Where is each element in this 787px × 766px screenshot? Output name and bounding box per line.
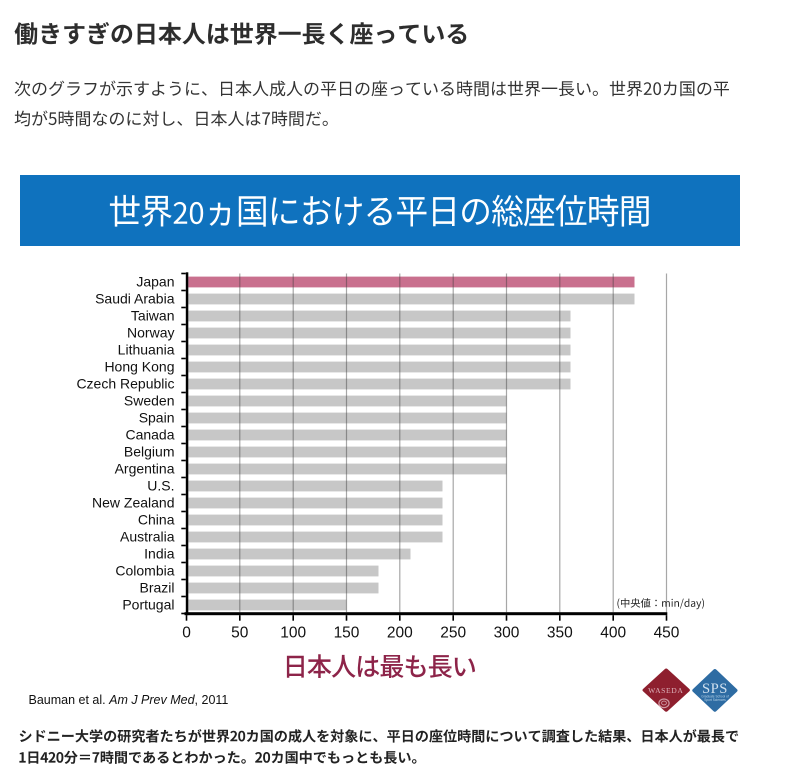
svg-text:SPS: SPS: [702, 681, 728, 697]
svg-text:Hong Kong: Hong Kong: [104, 359, 174, 375]
svg-text:U.S.: U.S.: [147, 478, 174, 494]
svg-text:150: 150: [334, 625, 360, 642]
svg-text:China: China: [138, 512, 175, 528]
svg-text:200: 200: [387, 625, 413, 642]
svg-text:Portugal: Portugal: [122, 597, 174, 613]
svg-text:Graduate School of: Graduate School of: [701, 695, 729, 699]
svg-text:Lithuania: Lithuania: [118, 342, 175, 358]
svg-text:100: 100: [280, 625, 306, 642]
svg-text:350: 350: [547, 625, 573, 642]
svg-text:New Zealand: New Zealand: [92, 495, 175, 511]
svg-text:Spain: Spain: [139, 410, 175, 426]
svg-text:Bauman et al. Am J Prev Med, 2: Bauman et al. Am J Prev Med, 2011: [29, 693, 229, 707]
svg-text:Australia: Australia: [120, 529, 175, 545]
svg-text:Colombia: Colombia: [115, 563, 174, 579]
svg-text:India: India: [144, 546, 175, 562]
svg-text:Czech Republic: Czech Republic: [76, 376, 174, 392]
svg-text:Taiwan: Taiwan: [131, 308, 175, 324]
svg-text:Sport Sciences: Sport Sciences: [704, 698, 726, 702]
svg-text:0: 0: [182, 625, 191, 642]
svg-text:450: 450: [654, 625, 680, 642]
svg-text:Sweden: Sweden: [124, 393, 175, 409]
svg-text:Brazil: Brazil: [139, 580, 174, 596]
svg-text:WASEDA: WASEDA: [648, 686, 683, 695]
svg-text:Canada: Canada: [125, 427, 174, 443]
svg-text:Saudi Arabia: Saudi Arabia: [95, 291, 175, 307]
svg-text:250: 250: [440, 625, 466, 642]
svg-text:50: 50: [231, 625, 249, 642]
svg-text:Japan: Japan: [136, 274, 174, 290]
svg-text:400: 400: [600, 625, 626, 642]
svg-text:Belgium: Belgium: [124, 444, 175, 460]
svg-text:Norway: Norway: [127, 325, 174, 341]
svg-text:Argentina: Argentina: [115, 461, 175, 477]
svg-text:300: 300: [494, 625, 520, 642]
